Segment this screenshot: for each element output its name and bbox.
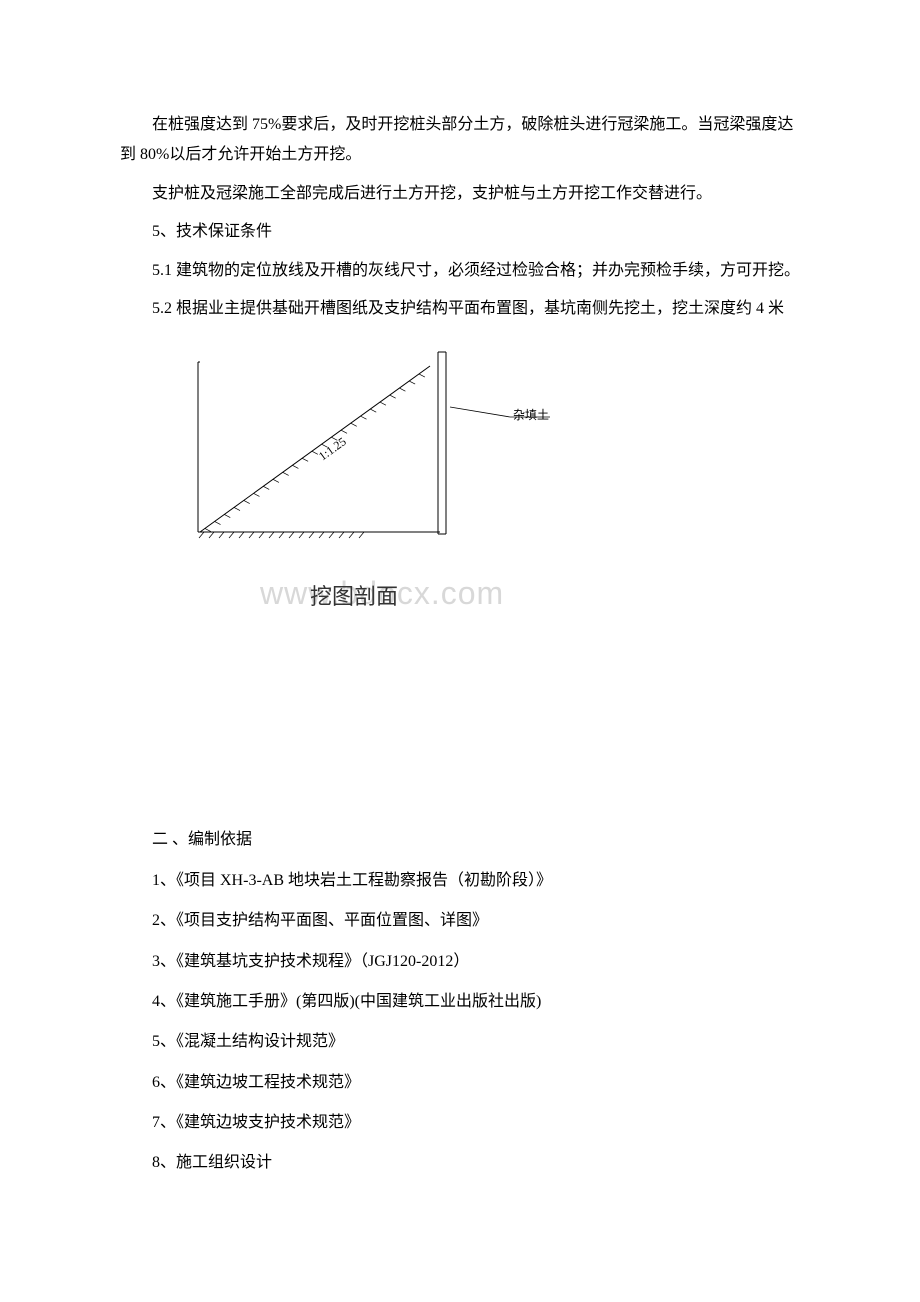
paragraph: 5、技术保证条件 [120,217,800,247]
reference-item: 6、《建筑边坡工程技术规范》 [120,1068,800,1098]
paragraph: 5.2 根据业主提供基础开槽图纸及支护结构平面布置图，基坑南侧先挖土，挖土深度约… [120,294,800,324]
cross-section-diagram: 1:1.25 杂填土 [160,342,560,542]
paragraph: 5.1 建筑物的定位放线及开槽的灰线尺寸，必须经过检验合格；并办完预检手续，方可… [120,256,800,286]
reference-item: 4、《建筑施工手册》(第四版)(中国建筑工业出版社出版) [120,987,800,1017]
reference-item: 5、《混凝土结构设计规范》 [120,1027,800,1057]
paragraph: 支护桩及冠梁施工全部完成后进行土方开挖，支护桩与土方开挖工作交替进行。 [120,179,800,209]
svg-text:杂填土: 杂填土 [513,408,549,422]
diagram-caption: 挖图剖面 [310,579,398,611]
section-title: 二 、编制依据 [120,825,800,855]
paragraph: 在桩强度达到 75%要求后，及时开挖桩头部分土方，破除桩头进行冠梁施工。当冠梁强… [120,110,800,171]
document-page: 在桩强度达到 75%要求后，及时开挖桩头部分土方，破除桩头进行冠梁施工。当冠梁强… [0,0,920,1249]
reference-item: 2、《项目支护结构平面图、平面位置图、详图》 [120,906,800,936]
diagram-container: 1:1.25 杂填土 www.bdocx.com 挖图剖面 [160,342,800,635]
reference-item: 7、《建筑边坡支护技术规范》 [120,1108,800,1138]
reference-item: 3、《建筑基坑支护技术规程》（JGJ120-2012） [120,947,800,977]
reference-item: 1、《项目 XH-3-AB 地块岩土工程勘察报告（初勘阶段）》 [120,866,800,896]
spacer [120,635,800,825]
caption-row: www.bdocx.com 挖图剖面 [160,575,800,635]
svg-text:1:1.25: 1:1.25 [316,435,349,464]
reference-item: 8、施工组织设计 [120,1148,800,1178]
